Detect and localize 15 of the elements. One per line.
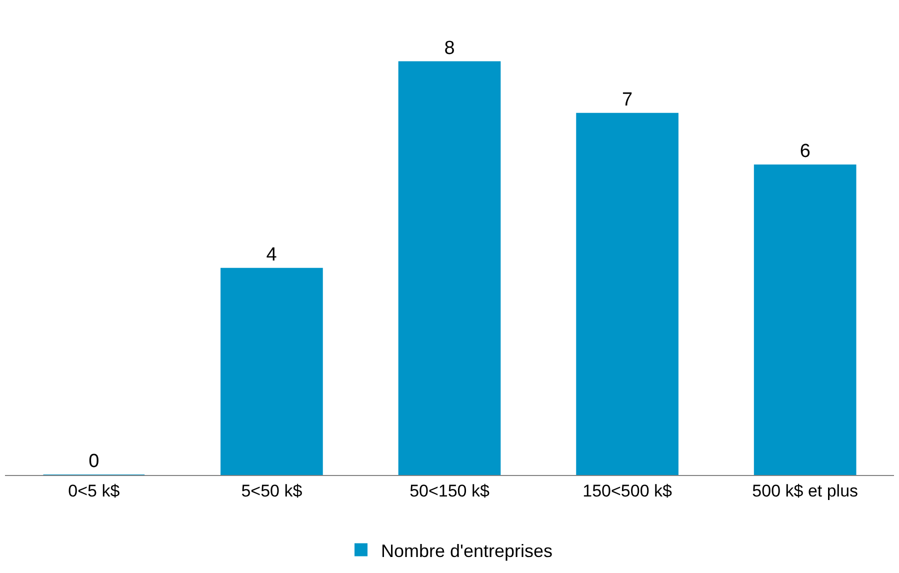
x-tick-label: 50<150 k$ <box>410 481 490 500</box>
legend-label: Nombre d'entreprises <box>381 540 553 561</box>
data-label: 7 <box>622 89 633 110</box>
x-tick-label: 150<500 k$ <box>582 481 673 500</box>
bar <box>576 112 678 475</box>
x-tick-label: 500 k$ et plus <box>752 481 858 500</box>
data-label: 6 <box>800 141 810 162</box>
bar <box>220 268 323 475</box>
bar <box>754 164 856 475</box>
data-label: 0 <box>88 451 100 472</box>
x-tick-label: 5<50 k$ <box>241 481 303 500</box>
data-label: 4 <box>266 244 278 266</box>
bar <box>398 61 501 475</box>
x-tick-label: 0<5 k$ <box>68 481 120 500</box>
data-label: 8 <box>444 38 455 59</box>
